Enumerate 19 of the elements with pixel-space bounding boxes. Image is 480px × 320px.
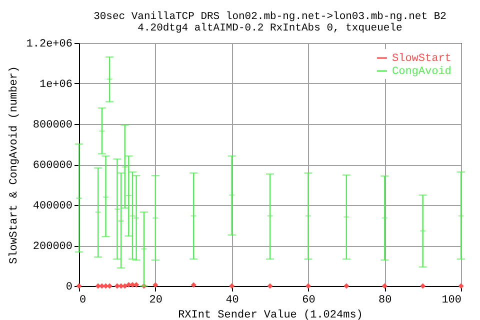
- x-tick-label: 80: [378, 294, 392, 306]
- x-tick-label: 60: [302, 294, 316, 306]
- y-tick-label: 1.2e+06: [26, 38, 72, 50]
- y-tick-label: 200000: [32, 241, 72, 253]
- y-tick-label: 600000: [32, 160, 72, 172]
- y-tick-label: 800000: [32, 120, 72, 132]
- legend-label: SlowStart: [392, 53, 452, 65]
- x-tick-label: 40: [226, 294, 239, 306]
- y-tick-label: 400000: [32, 200, 72, 212]
- x-tick-label: 20: [149, 294, 162, 306]
- legend-label: CongAvoid: [392, 66, 452, 78]
- x-axis-title: RXInt Sender Value (1.024ms): [178, 310, 363, 320]
- chart-title: 30sec VanillaTCP DRS lon02.mb-ng.net->lon03.mb-ng.net B2: [94, 11, 446, 23]
- y-axis-title: SlowStart & CongAvoid (number): [8, 66, 20, 264]
- y-tick-label: 0: [66, 282, 72, 294]
- x-tick-label: 100: [442, 294, 462, 306]
- y-tick-label: 1e+06: [39, 79, 72, 91]
- chart-subtitle: 4.20dtg4 altAIMD-0.2 RxIntAbs 0, txqueuele: [138, 22, 402, 34]
- x-tick-label: 0: [80, 294, 86, 306]
